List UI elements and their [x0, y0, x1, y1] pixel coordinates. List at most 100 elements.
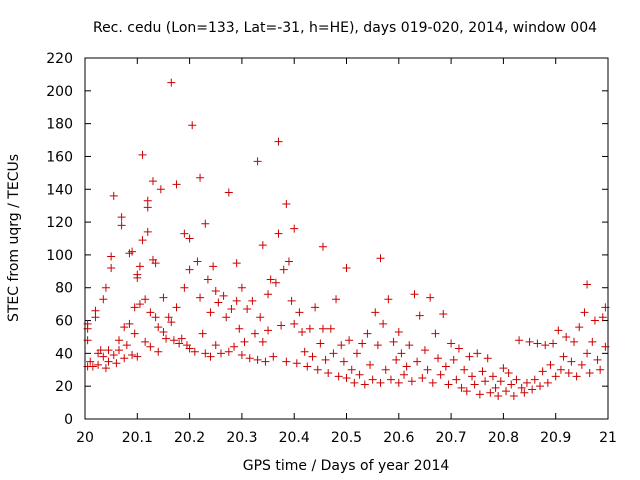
x-tick-label: 20.4 — [279, 430, 310, 446]
data-point — [371, 308, 380, 317]
data-point — [481, 377, 490, 386]
data-point — [193, 257, 202, 266]
data-point — [457, 383, 466, 392]
data-point — [295, 308, 304, 317]
data-point — [413, 357, 422, 366]
data-point — [373, 341, 382, 350]
data-point — [575, 323, 584, 332]
data-point — [549, 339, 558, 348]
data-point — [277, 321, 286, 330]
data-point — [104, 357, 113, 366]
data-point — [339, 357, 348, 366]
data-point — [269, 352, 278, 361]
data-point — [486, 388, 495, 397]
data-point — [159, 293, 168, 302]
data-point — [536, 382, 545, 391]
data-point — [394, 328, 403, 337]
data-point — [426, 293, 435, 302]
data-point — [556, 365, 565, 374]
data-point — [190, 347, 199, 356]
data-point — [290, 224, 299, 233]
data-point — [196, 293, 205, 302]
y-tick-label: 40 — [55, 346, 73, 362]
data-point — [541, 341, 550, 350]
data-point — [512, 375, 521, 384]
data-point — [386, 375, 395, 384]
data-point — [509, 392, 518, 401]
data-point — [253, 355, 262, 364]
data-point — [562, 332, 571, 341]
data-point — [449, 355, 458, 364]
data-point — [274, 229, 283, 238]
data-point — [423, 365, 432, 374]
data-point — [125, 319, 134, 328]
data-point — [379, 319, 388, 328]
data-point — [245, 354, 254, 363]
data-point — [470, 380, 479, 389]
data-point — [146, 342, 155, 351]
data-point — [407, 377, 416, 386]
data-point — [107, 264, 116, 273]
data-point — [282, 357, 291, 366]
data-point — [415, 311, 424, 320]
axis-ticks: 20 20.1 20.2 20.3 20.4 20.5 20.6 20.7 20.8 20.9 21… — [46, 51, 617, 446]
data-point — [130, 329, 139, 338]
data-point — [227, 305, 236, 314]
data-point — [201, 219, 210, 228]
data-point — [256, 313, 265, 322]
data-point — [258, 241, 267, 250]
data-point — [211, 287, 220, 296]
data-point — [546, 360, 555, 369]
data-point — [488, 372, 497, 381]
x-tick-label: 20.3 — [226, 430, 257, 446]
data-point — [211, 341, 220, 350]
data-point — [94, 360, 103, 369]
data-point — [551, 372, 560, 381]
data-point — [384, 295, 393, 304]
data-point — [392, 355, 401, 364]
data-point — [543, 378, 552, 387]
data-point — [143, 227, 152, 236]
data-point — [462, 387, 471, 396]
data-point — [101, 364, 110, 373]
x-axis-label: GPS time / Days of year 2014 — [243, 458, 450, 474]
data-point — [585, 369, 594, 378]
data-point — [133, 270, 142, 279]
data-point — [572, 372, 581, 381]
data-point — [219, 291, 228, 300]
data-point — [352, 349, 361, 358]
data-point — [308, 352, 317, 361]
data-point — [580, 308, 589, 317]
data-point — [410, 290, 419, 299]
data-point — [130, 303, 139, 312]
data-point — [154, 347, 163, 356]
x-tick-label: 20.9 — [540, 430, 571, 446]
data-point — [483, 354, 492, 363]
data-point — [185, 265, 194, 274]
data-point — [525, 337, 534, 346]
data-point — [235, 324, 244, 333]
data-point — [99, 295, 108, 304]
data-point — [135, 262, 144, 271]
data-point — [206, 308, 215, 317]
data-point — [530, 375, 539, 384]
data-point — [141, 295, 150, 304]
data-point — [169, 336, 178, 345]
data-point — [355, 370, 364, 379]
x-tick-label: 20.2 — [174, 430, 205, 446]
x-tick-label: 20.7 — [436, 430, 467, 446]
data-point — [460, 365, 469, 374]
data-point — [96, 346, 105, 355]
data-point — [447, 339, 456, 348]
data-point — [596, 365, 605, 374]
data-point — [496, 377, 505, 386]
x-tick-label: 20.6 — [383, 430, 414, 446]
data-point — [313, 365, 322, 374]
data-point — [402, 362, 411, 371]
data-point — [177, 334, 186, 343]
data-point — [303, 362, 312, 371]
data-point — [104, 346, 113, 355]
data-point — [376, 254, 385, 263]
data-point — [120, 323, 129, 332]
data-point — [266, 275, 275, 284]
